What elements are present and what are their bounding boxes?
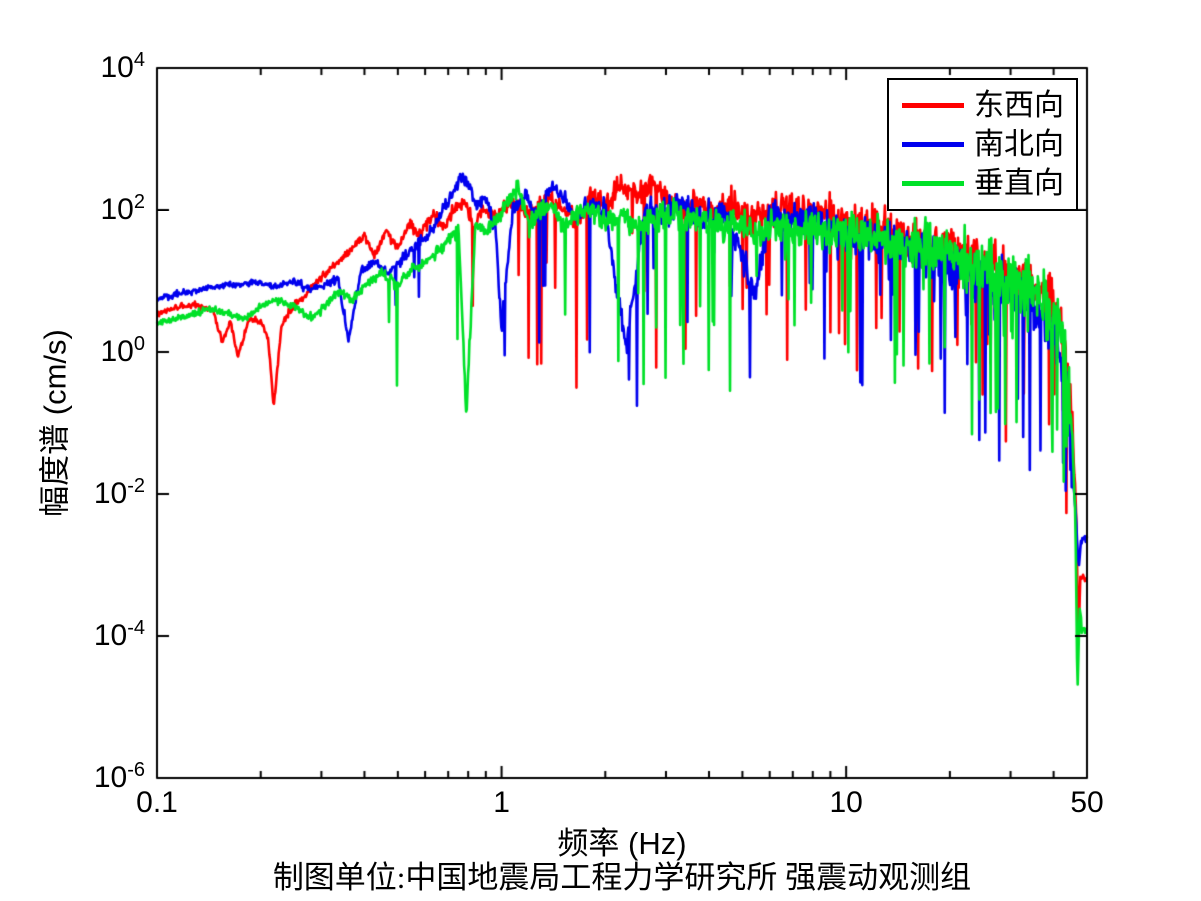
legend-row-vertical: 垂直向 <box>889 166 1076 200</box>
legend-line-east-west <box>902 103 964 108</box>
y-tick-label: 104 <box>100 49 146 84</box>
legend-label-vertical: 垂直向 <box>974 166 1064 200</box>
x-tick-label: 50 <box>1070 786 1104 819</box>
y-tick-label: 10-2 <box>93 475 145 510</box>
legend-line-north-south <box>902 142 964 147</box>
y-tick-label: 10-4 <box>93 617 145 652</box>
x-tick-label: 1 <box>493 786 510 819</box>
legend-line-vertical <box>902 181 964 186</box>
legend: 东西向 南北向 垂直向 <box>887 78 1078 211</box>
legend-label-east-west: 东西向 <box>974 88 1064 122</box>
legend-row-east-west: 东西向 <box>889 88 1076 122</box>
x-tick-label: 10 <box>829 786 863 819</box>
y-tick-label: 100 <box>100 333 146 368</box>
legend-label-north-south: 南北向 <box>974 127 1064 161</box>
x-tick-label: 0.1 <box>136 786 178 819</box>
caption: 制图单位:中国地震局工程力学研究所 强震动观测组 <box>272 860 972 895</box>
y-tick-label: 102 <box>100 191 146 226</box>
legend-row-north-south: 南北向 <box>889 127 1076 161</box>
y-tick-label: 10-6 <box>93 759 145 794</box>
y-axis-label: 幅度谱 (cm/s) <box>37 329 73 517</box>
x-axis-label: 频率 (Hz) <box>557 826 687 861</box>
